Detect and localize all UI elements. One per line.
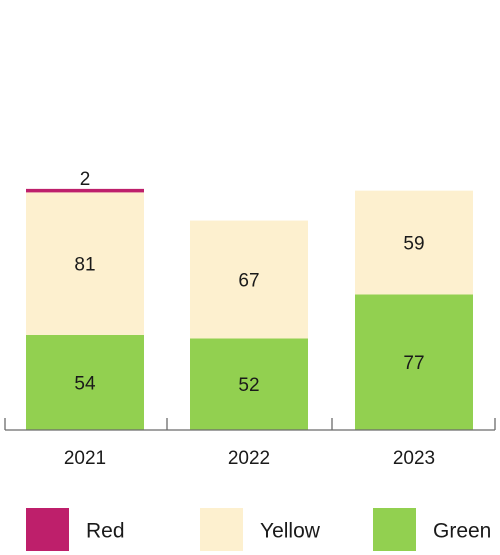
x-tick-label-2022: 2022 <box>228 448 270 469</box>
bar-green-2023 <box>355 294 473 430</box>
legend-swatch-red <box>26 508 69 551</box>
legend-swatch-green <box>373 508 416 551</box>
legend-label-green: Green <box>433 520 491 543</box>
bars-group <box>26 188 473 430</box>
bar-green-2021 <box>26 334 144 430</box>
value-label-red-2021: 2 <box>80 169 91 190</box>
legend-swatch-yellow <box>200 508 243 551</box>
value-label-yellow-2021: 81 <box>74 255 95 276</box>
x-axis: 2021 2022 2023 <box>4 418 496 469</box>
bar-yellow-2021 <box>26 192 144 335</box>
bar-green-2022 <box>190 338 308 430</box>
x-tick-label-2023: 2023 <box>393 448 435 469</box>
x-tick-label-2021: 2021 <box>64 448 106 469</box>
value-label-green-2021: 54 <box>74 373 96 394</box>
value-label-green-2022: 52 <box>238 375 259 396</box>
legend: Red Yellow Green <box>26 508 491 551</box>
value-label-green-2023: 77 <box>403 353 424 374</box>
legend-label-red: Red <box>86 520 125 543</box>
bar-yellow-2023 <box>355 190 473 295</box>
value-label-yellow-2023: 59 <box>403 234 424 255</box>
bar-red-2021 <box>26 188 144 193</box>
value-label-yellow-2022: 67 <box>238 271 259 292</box>
legend-label-yellow: Yellow <box>260 520 321 543</box>
bar-yellow-2022 <box>190 220 308 339</box>
value-labels-group: 54 81 2 52 67 77 59 <box>74 169 424 396</box>
